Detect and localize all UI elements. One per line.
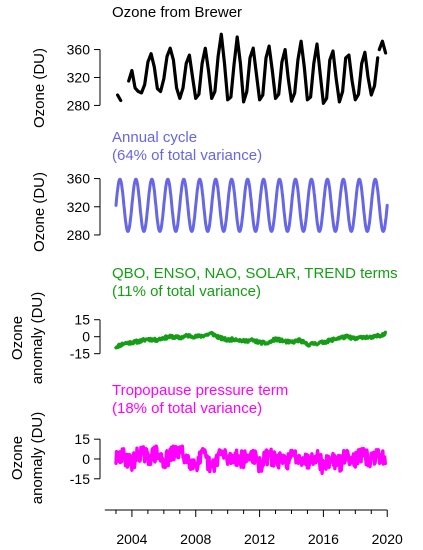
x-tick-label: 2016	[308, 531, 339, 547]
y-axis-label: Ozone	[9, 316, 26, 360]
panel-title-line: Ozone from Brewer	[112, 4, 242, 21]
x-tick-label: 2020	[372, 531, 403, 547]
y-tick-label: -15	[70, 346, 90, 362]
y-tick-label: 360	[67, 171, 91, 187]
series-line	[377, 39, 388, 55]
x-tick-label: 2008	[180, 531, 211, 547]
panel-title-line: (18% of total variance)	[112, 400, 262, 417]
panel-title-line: (64% of total variance)	[112, 147, 262, 164]
y-axis-label: anomaly (DU)	[29, 412, 46, 505]
x-tick-label: 2012	[244, 531, 275, 547]
panel-title-line: QBO, ENSO, NAO, SOLAR, TREND terms	[112, 265, 398, 282]
y-tick-label: 0	[82, 329, 90, 345]
x-axis: 2004 2008 2012 2016 2020	[104, 509, 403, 547]
y-tick-label: 280	[67, 97, 91, 113]
y-tick-label: 15	[74, 431, 90, 447]
y-tick-label: 320	[67, 199, 91, 215]
y-tick-label: 360	[67, 42, 91, 58]
y-tick-label: 320	[67, 69, 91, 85]
y-tick-label: -15	[70, 471, 90, 487]
series-line	[114, 177, 389, 233]
x-tick-label: 2004	[116, 531, 147, 547]
series-line	[114, 330, 387, 350]
y-tick-label: 0	[82, 451, 90, 467]
panel-title-line: Annual cycle	[112, 129, 197, 146]
panel-3: QBO, ENSO, NAO, SOLAR, TREND terms(11% o…	[9, 265, 398, 384]
y-tick-label: 280	[67, 227, 91, 243]
panel-title-line: (11% of total variance)	[112, 283, 261, 300]
y-tick-label: 15	[74, 312, 90, 328]
y-axis-label: Ozone (DU)	[31, 172, 48, 252]
y-axis-label: Ozone	[9, 436, 26, 480]
panel-2: Annual cycle(64% of total variance) 280 32…	[31, 129, 389, 252]
y-axis-label: anomaly (DU)	[29, 292, 46, 385]
series-line	[116, 93, 123, 103]
panel-title-line: Tropopause pressure term	[112, 382, 288, 399]
y-axis-label: Ozone (DU)	[31, 48, 48, 128]
series-line	[127, 32, 380, 105]
panel-4: Tropopause pressure term(18% of total va…	[9, 382, 387, 505]
series-line	[114, 444, 387, 475]
panel-1: Ozone from Brewer 280 320 360 Ozone (DU)	[31, 4, 388, 128]
